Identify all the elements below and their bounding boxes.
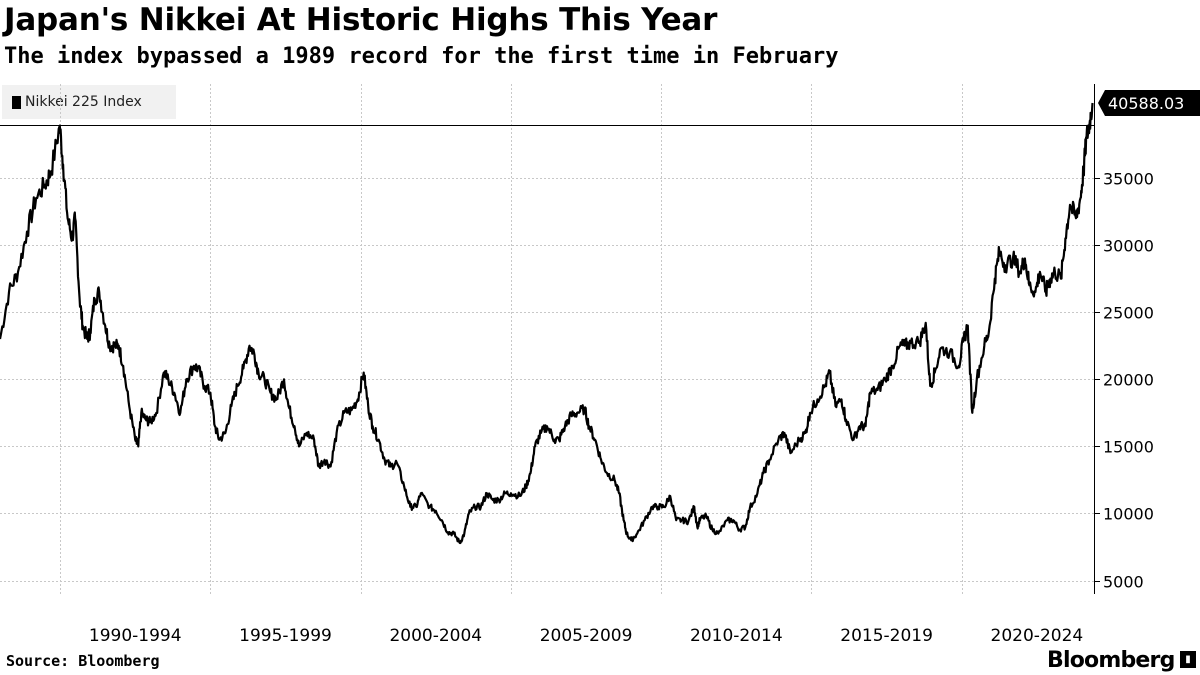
y-tick-label: 25000	[1103, 304, 1154, 323]
x-tick-label: 1990-1994	[89, 626, 182, 646]
chart-legend: Nikkei 225 Index	[2, 85, 176, 119]
legend-label: Nikkei 225 Index	[25, 94, 142, 110]
y-tick-label: 15000	[1103, 438, 1154, 457]
x-tick-label: 2015-2019	[840, 626, 933, 646]
brand-chart-icon: ▮	[1180, 651, 1196, 668]
y-tick-label: 5000	[1103, 573, 1144, 592]
chart-title: Japan's Nikkei At Historic Highs This Ye…	[4, 2, 718, 38]
x-tick-label: 2000-2004	[389, 626, 482, 646]
last-value-label: 40588.03	[1108, 94, 1184, 113]
series-line	[0, 102, 1094, 545]
x-tick-label: 2020-2024	[991, 626, 1084, 646]
source-note: Source: Bloomberg	[6, 652, 160, 670]
last-value-tag	[1098, 89, 1200, 116]
y-tick-label: 10000	[1103, 505, 1154, 524]
x-tick-label: 1995-1999	[239, 626, 332, 646]
brand-logo: Bloomberg	[1047, 648, 1175, 673]
y-tick-label: 20000	[1103, 371, 1154, 390]
x-tick-label: 2010-2014	[690, 626, 783, 646]
x-tick-label: 2005-2009	[540, 626, 633, 646]
legend-swatch	[12, 95, 21, 109]
y-tick-label: 30000	[1103, 237, 1154, 256]
y-tick-label: 35000	[1103, 170, 1154, 189]
chart-subtitle: The index bypassed a 1989 record for the…	[4, 44, 839, 69]
